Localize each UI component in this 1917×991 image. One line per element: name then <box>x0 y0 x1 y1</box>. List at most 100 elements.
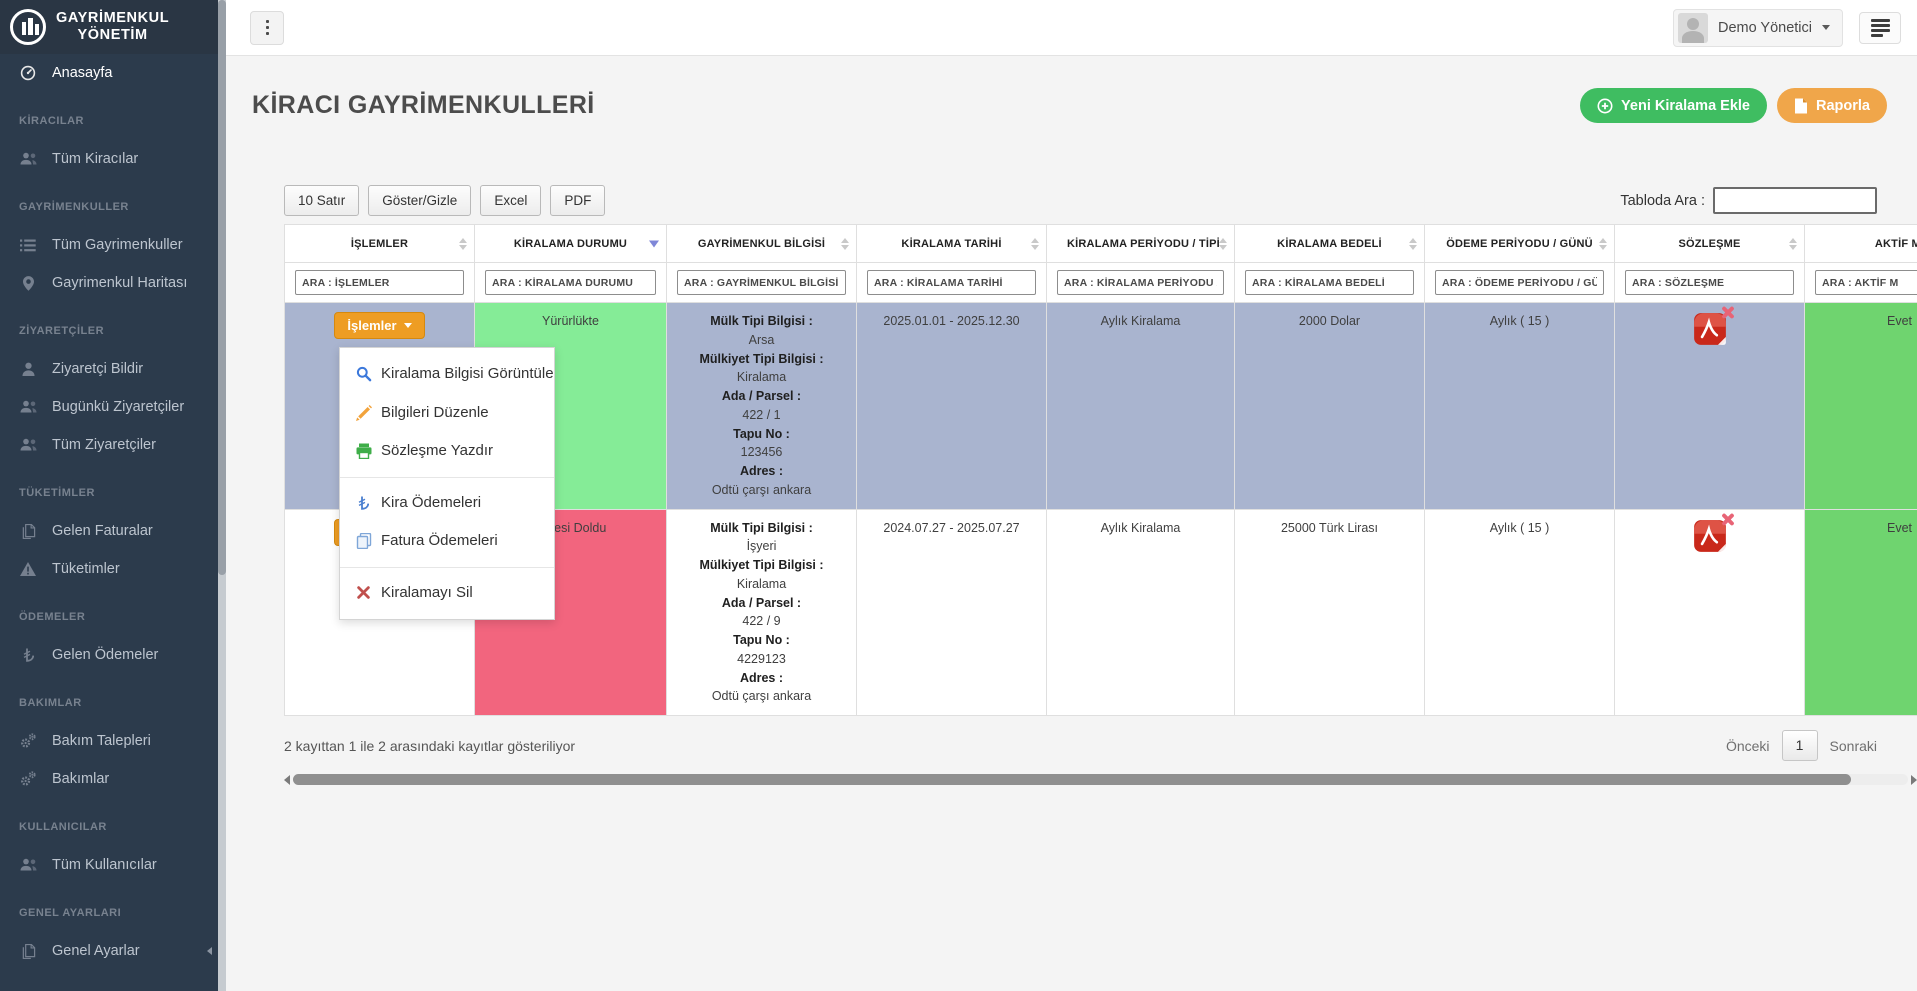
column-header-aktif-mi[interactable]: AKTİF Mİ <box>1804 224 1917 263</box>
filter-input-kiralama-periyodu[interactable] <box>1057 270 1224 295</box>
sidebar-section-odemeler: ÖDEMELER <box>19 611 86 623</box>
sort-icon[interactable] <box>1409 237 1417 250</box>
column-header-kiralama-bedeli[interactable]: KİRALAMA BEDELİ <box>1234 224 1425 263</box>
report-button[interactable]: Raporla <box>1777 88 1887 123</box>
sidebar-toggle-button[interactable] <box>250 10 284 45</box>
row-actions-button[interactable]: İşlemler <box>334 312 425 339</box>
users-icon <box>19 858 37 872</box>
column-header-odeme-periyodu[interactable]: ÖDEME PERİYODU / GÜNÜ <box>1424 224 1615 263</box>
filter-cell <box>1234 262 1425 303</box>
column-header-kiralama-tarihi[interactable]: KİRALAMA TARİHİ <box>856 224 1047 263</box>
rental-period-cell: Aylık Kiralama <box>1046 508 1235 716</box>
users-icon <box>19 152 37 166</box>
column-header-islemler[interactable]: İŞLEMLER <box>284 224 475 263</box>
rows-per-page-button[interactable]: 10 Satır <box>284 185 360 216</box>
pdf-icon[interactable] <box>1693 512 1735 553</box>
delete-x-icon[interactable] <box>1720 305 1735 320</box>
filter-cell <box>1424 262 1615 303</box>
sidebar-item-gelen-odemeler[interactable]: Gelen Ödemeler <box>0 636 226 674</box>
scroll-right-arrow-icon[interactable] <box>1911 774 1917 785</box>
pdf-icon[interactable] <box>1693 305 1735 346</box>
sort-icon[interactable] <box>1789 237 1797 250</box>
filter-input-aktif-mi[interactable] <box>1815 270 1917 295</box>
menu-item-kiralamayi-sil[interactable]: Kiralamayı Sil <box>340 574 554 613</box>
filter-input-sozlesme[interactable] <box>1625 270 1794 295</box>
menu-item-bilgileri-duzenle[interactable]: Bilgileri Düzenle <box>340 394 554 433</box>
menu-item-fatura-odemeleri[interactable]: Fatura Ödemeleri <box>340 522 554 561</box>
sidebar-scrollbar-thumb[interactable] <box>218 0 226 575</box>
sidebar-item-tum-kiracilar[interactable]: Tüm Kiracılar <box>0 140 226 178</box>
user-menu[interactable]: Demo Yönetici <box>1672 8 1843 47</box>
menu-item-sozlesme-yazdir[interactable]: Sözleşme Yazdır <box>340 432 554 471</box>
filter-input-odeme-periyodu[interactable] <box>1435 270 1604 295</box>
export-excel-button[interactable]: Excel <box>480 185 542 216</box>
datatable-region: 10 Satır Göster/Gizle Excel PDF Tabloda … <box>284 185 1917 786</box>
column-header-kiralama-periyodu[interactable]: KİRALAMA PERİYODU / TİPİ <box>1046 224 1235 263</box>
sidebar-item-label: Tüm Ziyaretçiler <box>52 437 156 453</box>
delete-x-icon[interactable] <box>1720 512 1735 526</box>
users-icon <box>19 400 37 414</box>
scrollbar-thumb[interactable] <box>293 774 1852 785</box>
sidebar-item-genel-ayarlar[interactable]: Genel Ayarlar <box>0 932 226 970</box>
sort-icon[interactable] <box>459 237 467 250</box>
filter-input-kiralama-durumu[interactable] <box>485 270 656 295</box>
pagination-page-1[interactable]: 1 <box>1781 730 1818 761</box>
sidebar-item-tuketimler[interactable]: Tüketimler <box>0 550 226 588</box>
sort-icon[interactable] <box>1219 237 1227 250</box>
sort-icon[interactable] <box>1599 237 1607 250</box>
sidebar-item-bakimlar[interactable]: Bakımlar <box>0 760 226 798</box>
menu-item-kira-odemeleri[interactable]: Kira Ödemeleri <box>340 484 554 523</box>
pencil-icon <box>355 404 372 421</box>
filter-input-kiralama-bedeli[interactable] <box>1245 270 1414 295</box>
rental-price-cell: 2000 Dolar <box>1234 302 1425 510</box>
active-cell: Evet <box>1804 302 1917 510</box>
sidebar-item-bugunku-ziyaretciler[interactable]: Bugünkü Ziyaretçiler <box>0 388 226 426</box>
sidebar-item-bakim-talepleri[interactable]: Bakım Talepleri <box>0 722 226 760</box>
export-pdf-button[interactable]: PDF <box>550 185 606 216</box>
column-header-kiralama-durumu[interactable]: KİRALAMA DURUMU <box>474 224 667 263</box>
sidebar-item-tum-ziyaretciler[interactable]: Tüm Ziyaretçiler <box>0 426 226 464</box>
filter-input-gayrimenkul-bilgisi[interactable] <box>677 270 846 295</box>
quick-menu-button[interactable] <box>1859 11 1901 44</box>
sort-icon[interactable] <box>841 237 849 250</box>
pagination-previous[interactable]: Önceki <box>1725 737 1770 754</box>
show-hide-columns-button[interactable]: Göster/Gizle <box>368 185 472 216</box>
horizontal-scrollbar[interactable] <box>284 773 1917 786</box>
property-info-cell: Mülk Tipi Bilgisi : İşyeri Mülkiyet Tipi … <box>666 508 857 716</box>
sidebar-item-label: Anasayfa <box>52 65 113 81</box>
sidebar-item-gelen-faturalar[interactable]: Gelen Faturalar <box>0 512 226 550</box>
menu-divider <box>340 566 554 568</box>
file-icon <box>19 943 37 959</box>
column-header-gayrimenkul-bilgisi[interactable]: GAYRİMENKUL BİLGİSİ <box>666 224 857 263</box>
filter-cell <box>1614 262 1805 303</box>
brand[interactable]: GAYRİMENKUL YÖNETİM <box>0 0 226 54</box>
scroll-left-arrow-icon[interactable] <box>284 774 290 785</box>
table-search-label: Tabloda Ara : <box>1620 192 1705 209</box>
sidebar-item-ziyaretci-bildir[interactable]: Ziyaretçi Bildir <box>0 350 226 388</box>
sort-icon[interactable] <box>1031 237 1039 250</box>
sidebar-item-label: Gelen Faturalar <box>52 523 153 539</box>
sort-desc-icon[interactable] <box>649 240 659 247</box>
column-header-sozlesme[interactable]: SÖZLEŞME <box>1614 224 1805 263</box>
filter-input-islemler[interactable] <box>295 270 464 295</box>
sidebar-item-label: Bugünkü Ziyaretçiler <box>52 399 185 415</box>
scrollbar-track[interactable] <box>293 774 1908 785</box>
sidebar: GAYRİMENKUL YÖNETİM Anasayfa KİRACILAR Tü… <box>0 0 226 991</box>
sidebar-scrollbar[interactable] <box>218 0 226 991</box>
menu-item-kiralama-bilgisi-goruntule[interactable]: Kiralama Bilgisi Görüntüle <box>340 355 554 394</box>
brand-title: GAYRİMENKUL YÖNETİM <box>56 9 170 43</box>
add-rental-button[interactable]: Yeni Kiralama Ekle <box>1580 88 1767 123</box>
sidebar-item-gayrimenkul-haritasi[interactable]: Gayrimenkul Haritası <box>0 264 226 302</box>
pagination-next[interactable]: Sonraki <box>1829 737 1877 754</box>
sidebar-item-tum-gayrimenkuller[interactable]: Tüm Gayrimenkuller <box>0 226 226 264</box>
warning-icon <box>19 562 37 576</box>
sidebar-item-anasayfa[interactable]: Anasayfa <box>0 54 226 92</box>
chevron-left-icon <box>207 947 212 955</box>
plus-circle-icon <box>1597 98 1613 114</box>
pagination: Önceki 1 Sonraki <box>1726 730 1877 761</box>
sidebar-item-tum-kullanicilar[interactable]: Tüm Kullanıcılar <box>0 846 226 884</box>
filter-input-kiralama-tarihi[interactable] <box>867 270 1036 295</box>
table-search-input[interactable] <box>1713 187 1877 214</box>
user-name: Demo Yönetici <box>1717 19 1812 36</box>
map-pin-icon <box>19 275 37 291</box>
